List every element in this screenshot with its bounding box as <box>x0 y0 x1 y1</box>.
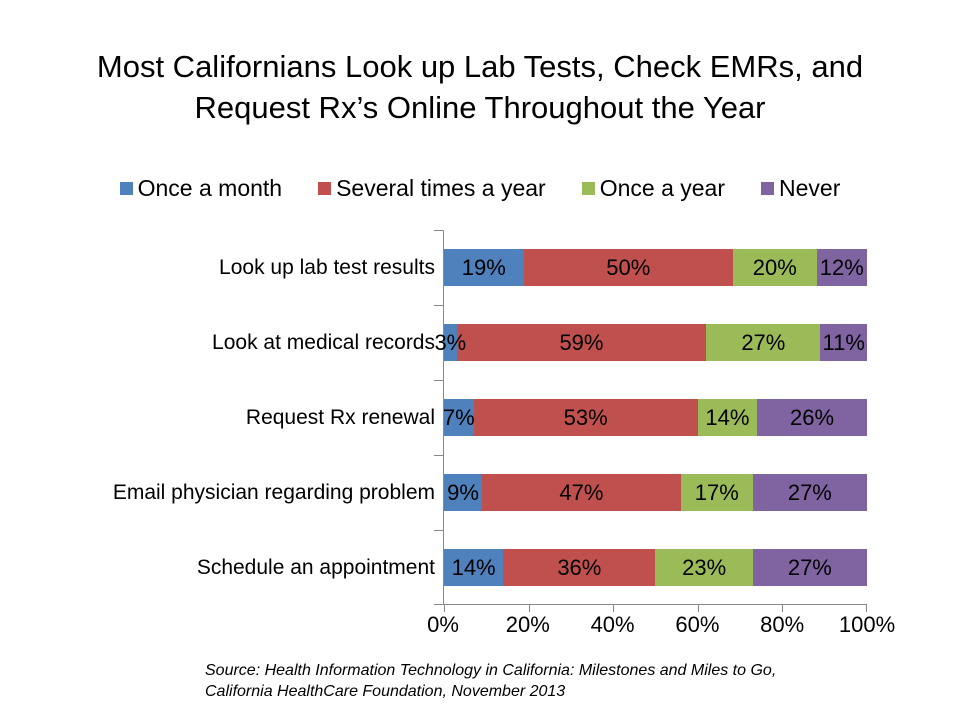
bar-track: 14% 36% 23% 27% <box>444 530 867 605</box>
x-axis-tick-label: 80% <box>760 612 805 637</box>
category-label: Look at medical records <box>212 330 435 354</box>
category-label: Look up lab test results <box>219 255 435 279</box>
bar-chart: Look up lab test results Look at medical … <box>90 230 867 612</box>
x-axis-tick-label: 40% <box>590 612 635 637</box>
y-axis-tick <box>434 230 443 231</box>
legend-item-once-a-year: Once a year <box>581 175 726 202</box>
bar-track: 3% 59% 27% 11% <box>434 305 867 380</box>
x-axis-tick <box>528 605 530 612</box>
y-axis-tick <box>434 455 443 456</box>
bar-segment-several-times-a-year: 50% <box>523 249 733 286</box>
bar-track: 19% 50% 20% 12% <box>444 230 867 305</box>
legend-item-several-times-a-year: Several times a year <box>318 175 546 202</box>
bar-value-label: 9% <box>447 479 479 505</box>
bar-segment-never: 11% <box>820 324 867 361</box>
legend-label: Never <box>779 175 841 201</box>
bar-segment-several-times-a-year: 47% <box>482 474 681 511</box>
bar-value-label: 47% <box>559 479 604 505</box>
x-axis-tick-label: 60% <box>675 612 720 637</box>
bar-track: 7% 53% 14% 26% <box>442 380 867 455</box>
bar-segment-never: 12% <box>816 249 867 286</box>
bar-value-label: 3% <box>434 329 467 355</box>
x-axis-tick <box>444 605 445 612</box>
bar-value-label: 27% <box>787 479 832 505</box>
bar-segment-once-a-month: 19% <box>444 249 524 286</box>
bar-value-label: 36% <box>557 554 602 580</box>
bar-segment-once-a-year: 27% <box>706 324 821 361</box>
plot-area: 19% 50% 20% 12% 3% 59% 27% 11% 7% 53% 14% 26% 9% 47% 1… <box>434 230 867 612</box>
category-label: Schedule an appointment <box>196 555 435 579</box>
bar-value-label: 20% <box>752 254 797 280</box>
source-note: Source: Health Information Technology in… <box>205 660 776 702</box>
legend-label: Once a year <box>599 175 726 201</box>
bar-segment-never: 26% <box>757 399 867 436</box>
legend-label: Once a month <box>137 175 283 201</box>
legend-swatch-icon <box>761 182 775 195</box>
category-label: Email physician regarding problem <box>112 480 435 504</box>
chart-title-line-2: Request Rx’s Online Throughout the Year <box>194 90 766 125</box>
legend-item-once-a-month: Once a month <box>119 175 283 202</box>
legend-label: Several times a year <box>336 175 546 201</box>
bar-value-label: 14% <box>705 404 750 430</box>
source-line-2: California HealthCare Foundation, Novemb… <box>205 683 566 700</box>
x-axis-tick <box>866 605 867 612</box>
source-line-1: Source: Health Information Technology in… <box>205 662 777 679</box>
bar-segment-once-a-year: 14% <box>697 399 758 436</box>
category-label: Request Rx renewal <box>245 405 435 429</box>
legend: Once a month Several times a year Once a y… <box>0 175 960 202</box>
bar-value-label: 14% <box>451 554 496 580</box>
y-axis-tick <box>434 380 443 381</box>
bar-segment-once-a-year: 23% <box>655 549 753 586</box>
y-axis-tick <box>434 604 443 605</box>
x-axis-tick-label: 0% <box>427 612 459 637</box>
bar-segment-several-times-a-year: 53% <box>473 399 698 436</box>
legend-item-never: Never <box>761 175 840 202</box>
bar-segment-once-a-month: 7% <box>442 399 475 436</box>
bar-value-label: 53% <box>563 404 608 430</box>
legend-swatch-icon <box>119 182 133 195</box>
bar-value-label: 23% <box>682 554 727 580</box>
bar-value-label: 11% <box>822 329 865 355</box>
bar-segment-several-times-a-year: 59% <box>456 324 707 361</box>
bar-segment-once-a-year: 17% <box>680 474 753 511</box>
legend-swatch-icon <box>581 182 595 195</box>
bar-segment-once-a-month: 14% <box>444 549 504 586</box>
bar-segment-never: 27% <box>752 549 867 586</box>
legend-swatch-icon <box>318 182 332 195</box>
bar-segment-several-times-a-year: 36% <box>503 549 656 586</box>
bar-value-label: 50% <box>606 254 651 280</box>
category-labels: Look up lab test results Look at medical … <box>90 230 443 605</box>
x-axis-tick <box>613 605 615 612</box>
bar-segment-never: 27% <box>752 474 867 511</box>
bar-segment-once-a-month: 9% <box>444 474 483 511</box>
bar-value-label: 12% <box>819 254 864 280</box>
bar-value-label: 27% <box>787 554 832 580</box>
y-axis-tick <box>434 530 443 531</box>
bar-segment-once-a-month: 3% <box>434 324 466 361</box>
chart-title-line-1: Most Californians Look up Lab Tests, Che… <box>96 49 864 84</box>
chart-title: Most Californians Look up Lab Tests, Che… <box>0 46 960 128</box>
bar-value-label: 59% <box>559 329 604 355</box>
y-axis-tick <box>434 305 443 306</box>
x-axis-tick <box>782 605 784 612</box>
bar-value-label: 19% <box>461 254 506 280</box>
x-axis-tick <box>697 605 699 612</box>
x-axis-tick-label: 100% <box>838 612 896 637</box>
x-axis-tick-label: 20% <box>505 612 550 637</box>
bar-track: 9% 47% 17% 27% <box>444 455 867 530</box>
bar-value-label: 27% <box>741 329 786 355</box>
bar-value-label: 7% <box>442 404 475 430</box>
bar-value-label: 26% <box>789 404 835 430</box>
bar-segment-once-a-year: 20% <box>732 249 817 286</box>
x-axis-labels: 0% 20% 40% 60% 80% 100% <box>427 612 895 640</box>
bar-value-label: 17% <box>694 479 739 505</box>
